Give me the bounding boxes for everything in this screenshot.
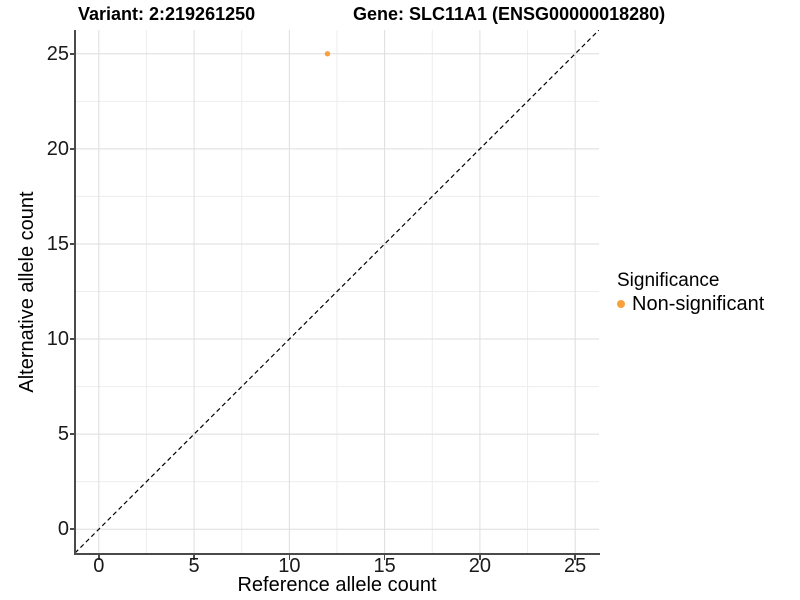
x-tick-mark xyxy=(383,555,386,560)
x-tick-label: 10 xyxy=(278,555,301,577)
x-tick-mark xyxy=(288,555,291,560)
y-tick-label: 20 xyxy=(46,137,69,160)
y-axis-title: Alternative allele count xyxy=(16,191,38,393)
plot-panel xyxy=(74,29,600,554)
y-tick-label: 25 xyxy=(46,42,69,65)
y-axis-line xyxy=(74,30,76,555)
y-tick-label: 10 xyxy=(46,328,69,351)
legend-title: Significance xyxy=(617,270,720,291)
y-tick-mark xyxy=(69,433,74,435)
x-tick-mark xyxy=(574,555,576,560)
x-axis-title: Reference allele count xyxy=(237,574,437,596)
plot-canvas xyxy=(74,29,600,554)
y-tick-mark xyxy=(69,148,74,150)
x-axis-line xyxy=(74,553,600,555)
legend-item: Non-significant xyxy=(617,294,764,314)
x-tick-label: 15 xyxy=(373,555,396,577)
x-tick-mark xyxy=(479,555,481,560)
x-tick-label: 0 xyxy=(93,555,105,577)
y-tick-label: 5 xyxy=(57,423,69,446)
data-point xyxy=(324,51,331,57)
x-tick-mark xyxy=(98,555,100,560)
legend-item-label: Non-significant xyxy=(632,293,765,315)
y-tick-label: 15 xyxy=(46,232,69,255)
variant-title: Variant: 2:219261250 xyxy=(78,4,256,24)
y-tick-label: 0 xyxy=(57,518,69,541)
x-tick-label: 20 xyxy=(468,555,492,577)
legend-point-icon xyxy=(617,300,625,308)
x-tick-mark xyxy=(193,555,195,560)
gene-title: Gene: SLC11A1 (ENSG00000018280) xyxy=(353,4,666,24)
identity-line xyxy=(74,29,600,554)
y-tick-mark xyxy=(69,338,74,340)
y-tick-mark xyxy=(69,528,74,530)
x-tick-label: 25 xyxy=(564,555,587,577)
legend: Significance Non-significant xyxy=(617,270,764,314)
y-tick-mark xyxy=(69,243,74,245)
x-tick-label: 5 xyxy=(188,555,200,577)
y-tick-mark xyxy=(69,53,74,55)
